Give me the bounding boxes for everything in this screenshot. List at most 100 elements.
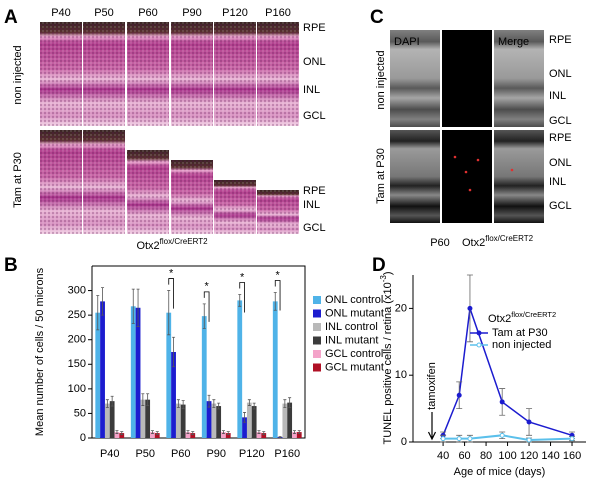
error-bar xyxy=(257,430,261,434)
legend-title-allele: flox/CreERT2 xyxy=(511,310,556,319)
histology-texture xyxy=(171,160,213,234)
legend-swatch xyxy=(313,309,321,318)
histology-texture xyxy=(83,22,125,126)
y-axis-label: Mean number of cells / 50 microns xyxy=(34,267,46,436)
x-tick-label: 120 xyxy=(520,450,538,462)
error-bar xyxy=(167,290,171,336)
legend-label: GCL mutant xyxy=(325,361,384,373)
error-bar xyxy=(297,430,301,434)
column-label: P40 xyxy=(51,7,71,19)
x-axis-label: Age of mice (days) xyxy=(454,466,546,478)
y-tick-label: 20 xyxy=(395,302,407,314)
error-bar xyxy=(238,294,242,307)
legend-label: Tam at P30 xyxy=(492,327,548,339)
error-bar xyxy=(262,431,266,435)
bar xyxy=(256,432,262,438)
layer-label: INL xyxy=(303,199,320,211)
row-label: Tam at P30 xyxy=(12,152,24,208)
error-bar xyxy=(278,436,282,438)
bar xyxy=(119,433,125,438)
x-tick-label: 160 xyxy=(563,450,581,462)
error-bar xyxy=(120,431,124,435)
bar xyxy=(292,432,297,438)
bar xyxy=(185,432,191,438)
significance-star: * xyxy=(205,281,210,293)
layer-label: GCL xyxy=(303,110,326,122)
caption: Otx2flox/CreERT2 xyxy=(136,237,208,252)
fluorescence-image xyxy=(442,30,492,127)
histology-texture xyxy=(127,22,169,126)
layer-label: ONL xyxy=(549,157,572,169)
bar xyxy=(282,403,288,438)
x-tick-label: P40 xyxy=(100,448,120,460)
y-axis-label-part: -3 xyxy=(379,275,388,283)
layer-label: ONL xyxy=(549,68,572,80)
legend-label: INL mutant xyxy=(325,334,378,346)
panel-label: D xyxy=(372,255,386,276)
y-tick-label: 10 xyxy=(395,369,407,381)
error-bar xyxy=(141,393,145,406)
layer-label: RPE xyxy=(549,34,572,46)
bar xyxy=(246,402,252,438)
significance-star: * xyxy=(240,271,245,283)
layer-label: INL xyxy=(549,90,566,102)
fluorescence-image xyxy=(390,30,440,127)
bar xyxy=(221,432,226,438)
axis xyxy=(412,275,586,443)
error-bar xyxy=(191,431,195,435)
panel-label: C xyxy=(370,7,384,28)
data-point xyxy=(456,436,462,442)
significance-bracket xyxy=(203,291,210,322)
layer-label: GCL xyxy=(303,222,326,234)
x-tick-label: 140 xyxy=(541,450,559,462)
data-line xyxy=(443,434,573,441)
x-tick-label: P160 xyxy=(274,448,300,460)
legend-swatch xyxy=(313,336,321,345)
error-bar xyxy=(226,431,230,435)
x-tick-label: 60 xyxy=(458,450,470,462)
bar xyxy=(100,301,105,438)
error-bar xyxy=(252,402,256,410)
error-bar xyxy=(181,400,185,409)
error-bar xyxy=(243,412,247,423)
panel-label: B xyxy=(4,255,18,276)
bar xyxy=(180,404,186,438)
significance-star: * xyxy=(276,269,281,281)
row-label: Tam at P30 xyxy=(375,148,387,204)
layer-label: RPE xyxy=(303,22,326,34)
bar xyxy=(114,432,120,438)
tunel-cell xyxy=(453,155,457,159)
bar xyxy=(140,399,146,438)
caption-gene: Otx2 xyxy=(136,240,159,252)
error-bar xyxy=(202,303,206,329)
bar xyxy=(272,301,278,438)
caption-allele: flox/CreERT2 xyxy=(485,234,533,243)
error-bar xyxy=(212,399,216,408)
x-tick-label: P50 xyxy=(135,448,155,460)
bar xyxy=(237,300,243,438)
y-tick-label: 100 xyxy=(68,383,86,395)
fluorescence-image xyxy=(442,130,492,223)
annotation: tamoxifen xyxy=(426,362,438,410)
bar xyxy=(109,401,115,438)
histology-texture xyxy=(214,22,256,126)
axis xyxy=(91,265,306,439)
legend-swatch xyxy=(313,296,321,304)
error-bar xyxy=(131,288,135,324)
histology-texture xyxy=(83,130,125,234)
error-bar xyxy=(273,292,277,311)
bar xyxy=(201,316,207,438)
histology-texture xyxy=(171,22,213,126)
legend-marker xyxy=(476,330,482,336)
error-bar xyxy=(96,295,100,331)
legend-swatch xyxy=(313,363,321,372)
bar xyxy=(261,433,267,438)
data-point xyxy=(456,392,462,398)
x-tick-label: P60 xyxy=(171,448,191,460)
y-axis-label-part: ) xyxy=(382,271,394,275)
data-point xyxy=(467,436,473,442)
error-bar xyxy=(283,399,287,408)
bar xyxy=(287,402,293,438)
error-bar xyxy=(288,397,292,408)
bar xyxy=(104,403,110,438)
